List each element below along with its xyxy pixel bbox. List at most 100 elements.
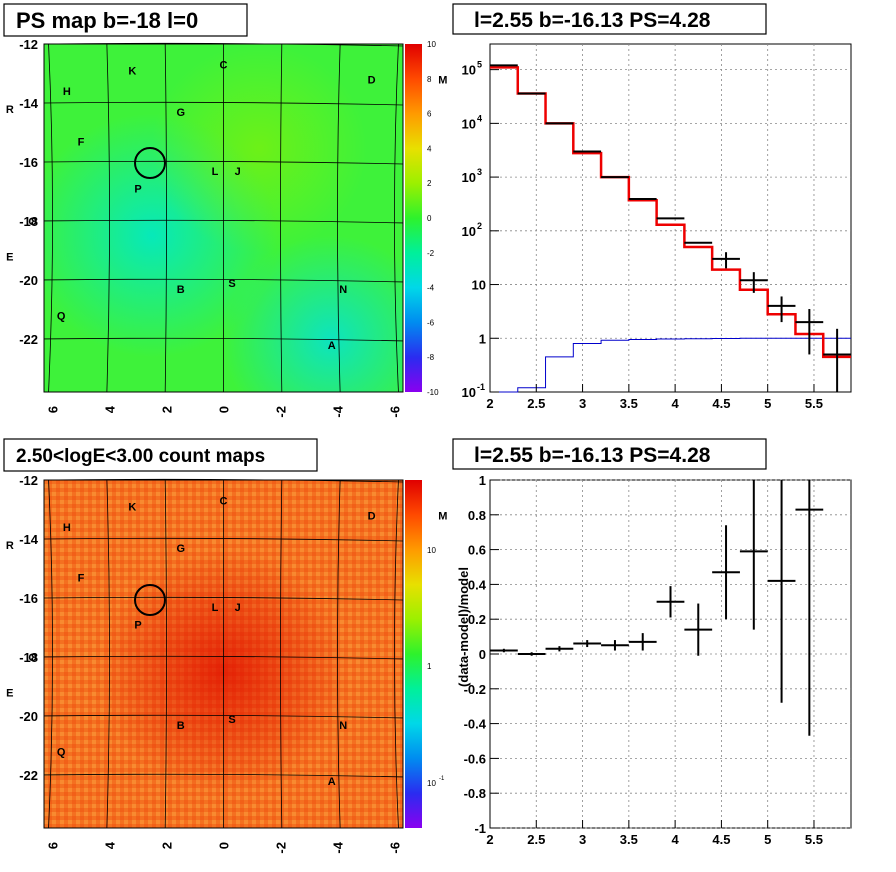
residual-points [490,480,824,736]
source-label: L [212,166,219,178]
y-tick-label: -22 [19,768,38,783]
source-label: G [176,543,185,555]
source-label: K [128,502,136,514]
y-tick-label: 1 [479,473,486,488]
x-tick-label: 5.5 [805,832,823,847]
ps-map-title: PS map b=-18 l=0 [16,8,198,33]
source-label: H [63,522,71,534]
meridian-line [394,479,399,829]
count-map-x-ticks: 6 4 2 0 -2 -4 -6 [46,841,403,853]
colorbar-tick-label: -10 [427,388,439,397]
colorbar-tick-label: 10 [427,546,436,555]
colorbar-tick-label: -2 [427,249,435,258]
y-tick-label: 10 [462,170,476,185]
count-map-title-box [3,438,318,472]
y-tick-label: -14 [19,532,39,547]
source-label: Q [57,746,66,758]
x-tick-label: 2.5 [527,832,545,847]
y-tick-label: -1 [474,821,486,836]
source-label: B [177,720,185,732]
x-tick-label: 4 [672,396,680,411]
colorbar-tick-exponent: -1 [439,776,445,782]
x-tick-label: 3.5 [620,396,638,411]
component-step-line [490,337,851,393]
meridian-line [164,479,167,829]
y-tick-label: -16 [19,591,38,606]
source-label: A [328,776,336,788]
meridian-line [106,479,110,829]
meridian-line [48,479,53,829]
y-tick-label: 10 [472,278,486,293]
ps-map-colorbar [405,44,422,392]
spectrum-series [490,64,851,393]
colorbar-tick-label: 1 [427,662,432,671]
ps-colorbar-ticks: 10 8 6 4 2 0 -2 -4 -6 -8 -10 [427,40,439,397]
source-label: M [438,74,447,86]
parallel-line [43,655,404,660]
spectrum-title-box [452,3,767,35]
colorbar-tick-label: 10 [427,40,436,49]
colorbar-tick-label: 2 [427,179,432,188]
y-tick-exponent: 5 [477,60,482,70]
meridian-line [280,479,283,829]
colorbar-tick-label: 8 [427,75,432,84]
source-label: B [177,284,185,296]
source-label: C [220,496,228,508]
x-tick-label: 4.5 [712,832,730,847]
meridian-line [164,43,167,393]
source-label: E [6,251,13,263]
y-tick-label: 10 [462,385,476,400]
residual-panel: l=2.55 b=-16.13 PS=4.28 2 2.5 3 3.5 4 4.5 5 5.5… [452,438,852,847]
residual-grid [490,479,851,829]
source-label: P [134,620,141,632]
x-tick-label: -2 [273,406,288,418]
y-tick-label: -14 [19,96,39,111]
parallel-line [43,714,404,719]
source-label: O [28,652,37,664]
source-label: S [228,278,235,290]
ps-map-x-ticks: 6 4 2 0 -2 -4 -6 [46,405,403,417]
source-label: K [128,66,136,78]
parallel-line [43,537,404,542]
y-tick-label: 0.4 [468,577,487,592]
source-label: P [134,184,141,196]
parallel-line [43,101,404,106]
source-label: S [228,714,235,726]
spectrum-title: l=2.55 b=-16.13 PS=4.28 [474,9,711,32]
y-tick-label: 10 [462,116,476,131]
x-tick-label: 4 [672,832,680,847]
x-tick-label: 4 [103,405,118,413]
x-tick-label: 2 [160,842,175,849]
source-label: J [235,166,241,178]
x-tick-label: 2 [486,832,493,847]
x-tick-label: 6 [46,406,61,413]
y-tick-label: 0.2 [468,612,486,627]
count-map-y-ticks: -12 -14 -16 -18 -20 -22 [19,473,39,783]
x-tick-label: 0 [217,842,232,849]
ps-map-title-box [3,3,248,37]
residual-title-box [452,438,767,470]
x-tick-label: 2.5 [527,396,545,411]
x-tick-label: 0 [217,406,232,413]
x-tick-label: -4 [330,841,345,853]
count-map-colorbar [405,480,422,828]
y-tick-exponent: -1 [477,382,485,392]
y-tick-label: -18 [19,650,38,665]
y-tick-label: -20 [19,709,38,724]
y-tick-label: 0.8 [468,508,486,523]
parallel-line [43,160,404,165]
source-label: F [78,136,85,148]
ps-map-panel: PS map b=-18 l=0 KCDMHRGIFLJPOEBSNQA 108… [3,3,447,418]
spectrum-frame [489,43,852,393]
x-tick-label: 2 [160,406,175,413]
x-tick-label: 4.5 [712,396,730,411]
y-tick-label: -0.8 [464,786,486,801]
y-tick-label: -0.2 [464,682,486,697]
x-tick-label: 4 [103,841,118,849]
y-tick-label: -22 [19,332,38,347]
y-tick-label: -20 [19,273,38,288]
source-label: C [220,60,228,72]
parallel-line [43,773,404,778]
